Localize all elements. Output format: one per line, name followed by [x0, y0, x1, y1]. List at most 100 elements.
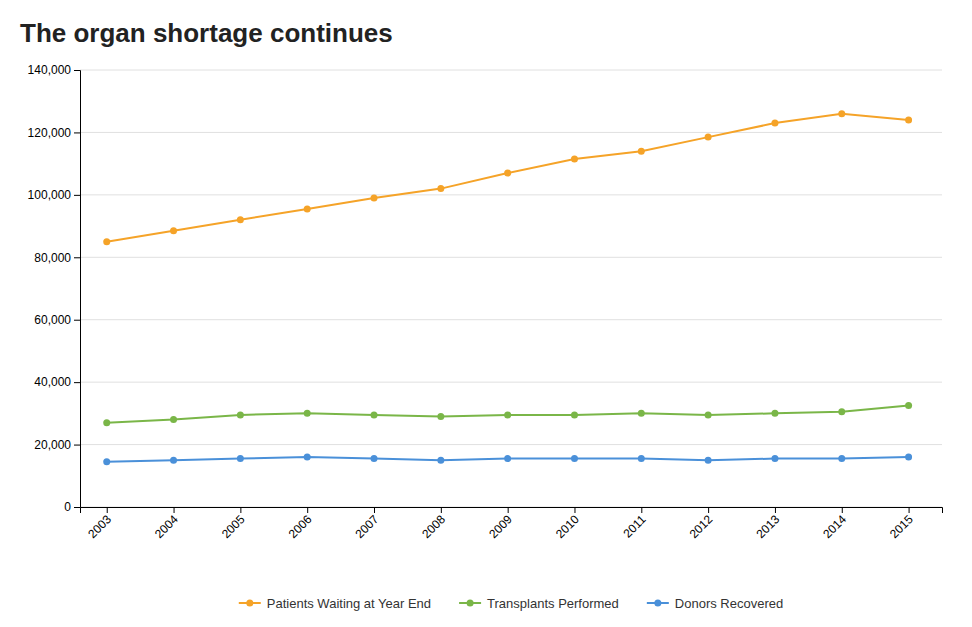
- tick: 2012: [687, 507, 716, 541]
- tick-label: 20,000: [34, 438, 71, 452]
- legend-marker: [467, 600, 474, 607]
- grid-line: [80, 444, 942, 445]
- point: [437, 413, 444, 420]
- markers: [103, 110, 912, 245]
- tick: 2006: [286, 507, 315, 541]
- tick: 2013: [753, 507, 782, 541]
- tick-label: 2008: [419, 512, 448, 541]
- point: [170, 416, 177, 423]
- tick-mark: [775, 507, 776, 513]
- point: [304, 454, 311, 461]
- legend-item: Patients Waiting at Year End: [239, 596, 431, 611]
- tick: 60,000: [34, 313, 80, 327]
- point: [504, 170, 511, 177]
- tick-label: 100,000: [28, 188, 72, 202]
- grid-line: [80, 382, 942, 383]
- tick-mark: [909, 507, 910, 513]
- plot-area: 2003 2004 2005 2006 2007 2008 2009 2010 2011 2012…: [28, 63, 943, 541]
- tick: 2015: [887, 507, 916, 541]
- tick-mark: [842, 507, 843, 513]
- tick: 2007: [353, 507, 382, 541]
- tick: 2008: [419, 507, 448, 541]
- x-axis: 2003 2004 2005 2006 2007 2008 2009 2010 2011 2012…: [81, 507, 943, 541]
- point: [371, 455, 378, 462]
- tick: 40,000: [34, 375, 80, 389]
- tick-label: 0: [64, 500, 71, 514]
- tick-label: 2011: [620, 512, 648, 540]
- point: [304, 410, 311, 417]
- tick-label: 2003: [85, 512, 114, 541]
- tick-mark: [74, 195, 80, 196]
- legend: Patients Waiting at Year End Transplants …: [239, 596, 783, 611]
- line: [107, 114, 909, 242]
- grid: [80, 70, 942, 507]
- point: [237, 411, 244, 418]
- point: [905, 402, 912, 409]
- tick-mark: [441, 507, 442, 513]
- point: [237, 455, 244, 462]
- tick-mark: [74, 382, 80, 383]
- tick-mark: [74, 132, 80, 133]
- tick: 2010: [553, 507, 582, 541]
- tick-mark: [74, 445, 80, 446]
- legend-item: Donors Recovered: [647, 596, 783, 611]
- tick: 2004: [152, 507, 181, 541]
- tick-mark: [74, 257, 80, 258]
- point: [705, 134, 712, 141]
- point: [638, 455, 645, 462]
- tick-mark: [508, 507, 509, 513]
- point: [103, 238, 110, 245]
- tick: 140,000: [28, 63, 80, 77]
- point: [571, 155, 578, 162]
- tick: 2014: [820, 507, 849, 541]
- tick-label: 2006: [286, 512, 315, 541]
- point: [771, 120, 778, 127]
- point: [371, 194, 378, 201]
- tick-mark: [708, 507, 709, 513]
- point: [103, 419, 110, 426]
- point: [237, 216, 244, 223]
- series-group: [103, 110, 912, 465]
- line: [107, 406, 909, 423]
- tick: 2009: [486, 507, 515, 541]
- point: [371, 411, 378, 418]
- tick-label: 140,000: [28, 63, 72, 77]
- grid-line: [80, 132, 942, 133]
- tick-mark: [174, 507, 175, 513]
- tick-mark: [107, 507, 108, 513]
- point: [638, 148, 645, 155]
- tick: 2003: [85, 507, 114, 541]
- grid-line: [80, 194, 942, 195]
- tick-mark: [307, 507, 308, 513]
- grid-line: [80, 70, 942, 71]
- chart: 2003 2004 2005 2006 2007 2008 2009 2010 2011 2012…: [0, 0, 972, 627]
- tick-label: 2015: [887, 512, 916, 541]
- tick-label: 2010: [553, 512, 582, 541]
- point: [638, 410, 645, 417]
- point: [771, 410, 778, 417]
- tick-label: 60,000: [34, 313, 71, 327]
- point: [304, 205, 311, 212]
- tick-label: 2014: [820, 512, 849, 541]
- tick-mark: [374, 507, 375, 513]
- tick: 0: [64, 500, 80, 514]
- point: [103, 458, 110, 465]
- tick-label: 2005: [219, 512, 248, 541]
- markers: [103, 402, 912, 426]
- tick-label: 2013: [753, 512, 782, 541]
- tick-mark: [641, 507, 642, 513]
- grid-line: [80, 257, 942, 258]
- legend-item: Transplants Performed: [459, 596, 619, 611]
- tick: 100,000: [28, 188, 80, 202]
- tick-label: 2004: [152, 512, 181, 541]
- tick-mark: [74, 320, 80, 321]
- point: [437, 185, 444, 192]
- legend-label: Patients Waiting at Year End: [267, 596, 431, 611]
- tick-mark: [574, 507, 575, 513]
- tick-label: 120,000: [28, 126, 72, 140]
- point: [571, 411, 578, 418]
- point: [905, 454, 912, 461]
- legend-label: Transplants Performed: [487, 596, 619, 611]
- tick: 2011: [620, 507, 648, 541]
- tick-mark: [74, 70, 80, 71]
